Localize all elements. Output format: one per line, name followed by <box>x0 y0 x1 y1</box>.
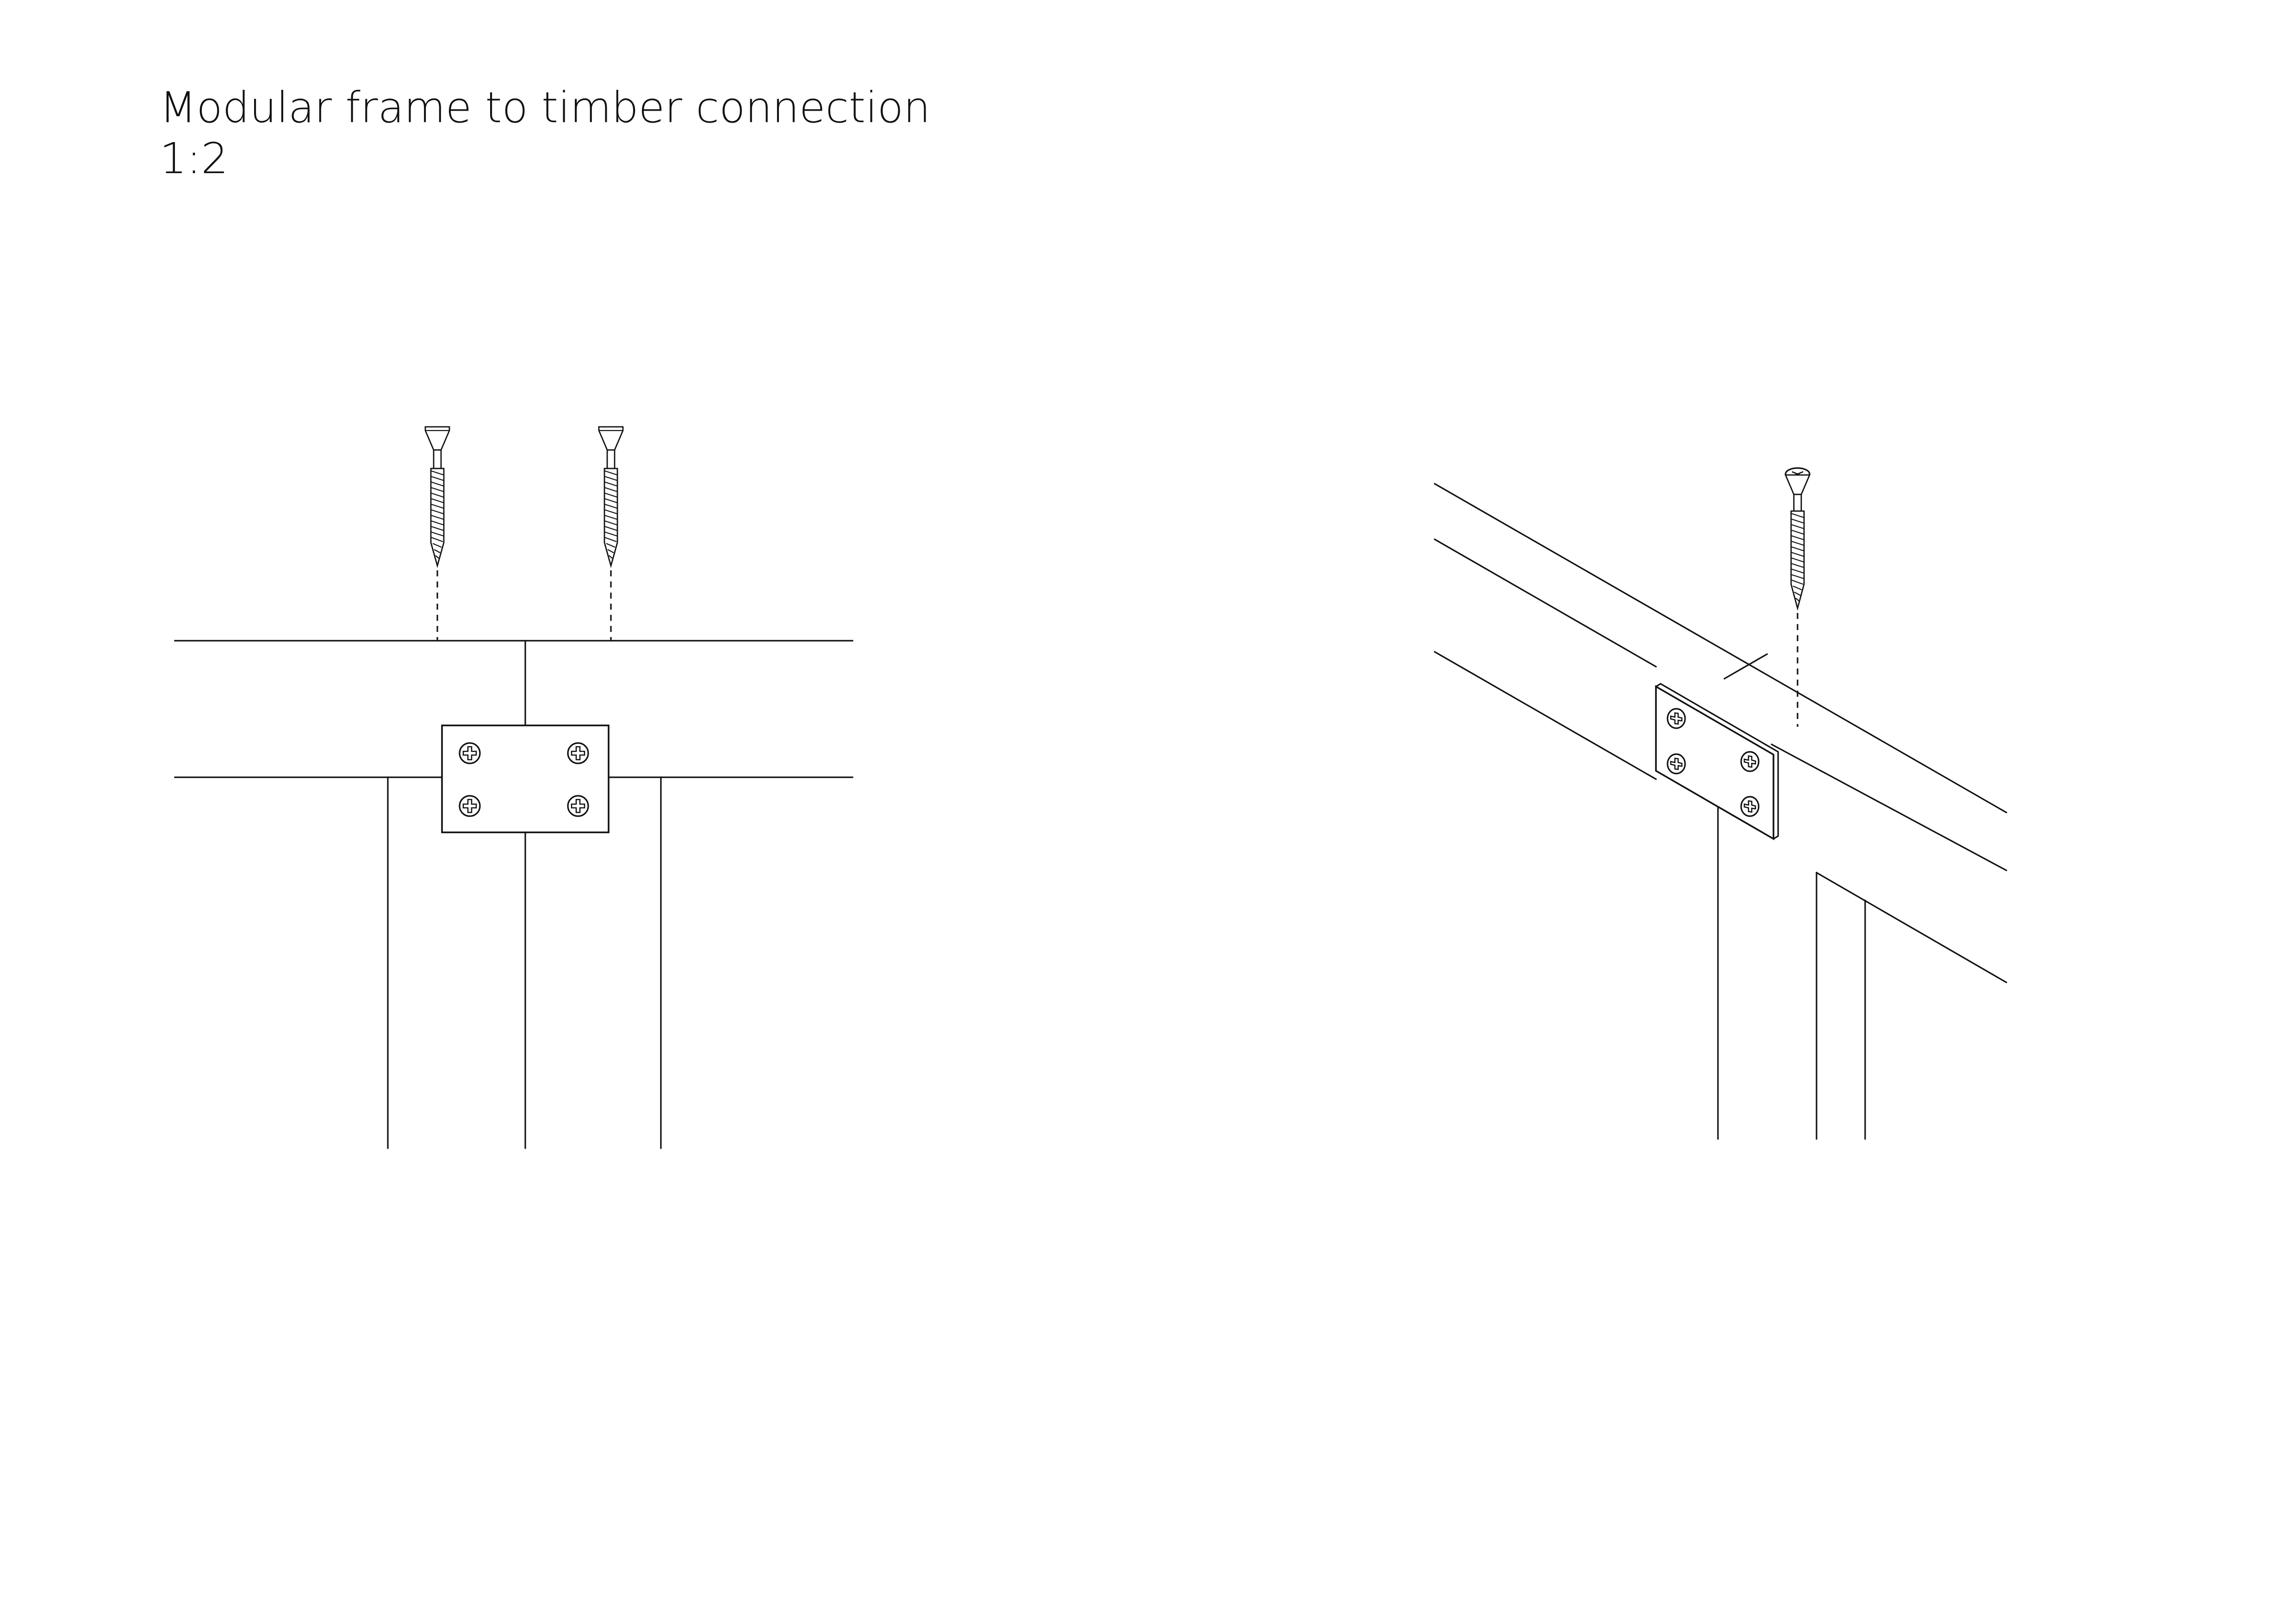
title-block: Modular frame to timber connection 1:2 <box>160 82 930 185</box>
screw-icon <box>1784 467 1811 611</box>
screw-icon <box>424 426 450 567</box>
beam-joint-top <box>1723 653 1768 680</box>
plate-screw-icon <box>1667 708 1686 729</box>
screw-icon <box>598 426 624 567</box>
drawing-title: Modular frame to timber connection <box>160 83 931 132</box>
plate-screw-icon <box>1667 753 1686 775</box>
plate-screw-icon <box>567 795 589 817</box>
plate-screw-icon <box>1740 796 1760 817</box>
beam-top-front-edge <box>1770 743 2008 872</box>
beam-top-front-edge <box>1433 538 1657 668</box>
drawing-scale: 1:2 <box>160 134 229 184</box>
beam-bottom-edge <box>1815 871 2008 984</box>
plate-screw-icon <box>567 742 589 764</box>
plate-screw-icon <box>459 795 481 817</box>
beam-bottom-edge <box>1433 650 1657 781</box>
beam-top-back-edge <box>1433 482 2008 814</box>
plate-screw-icon <box>1740 751 1760 772</box>
axonometric-view <box>1433 467 2008 1140</box>
elevation-view <box>174 426 853 1149</box>
plate-screw-icon <box>459 742 481 764</box>
